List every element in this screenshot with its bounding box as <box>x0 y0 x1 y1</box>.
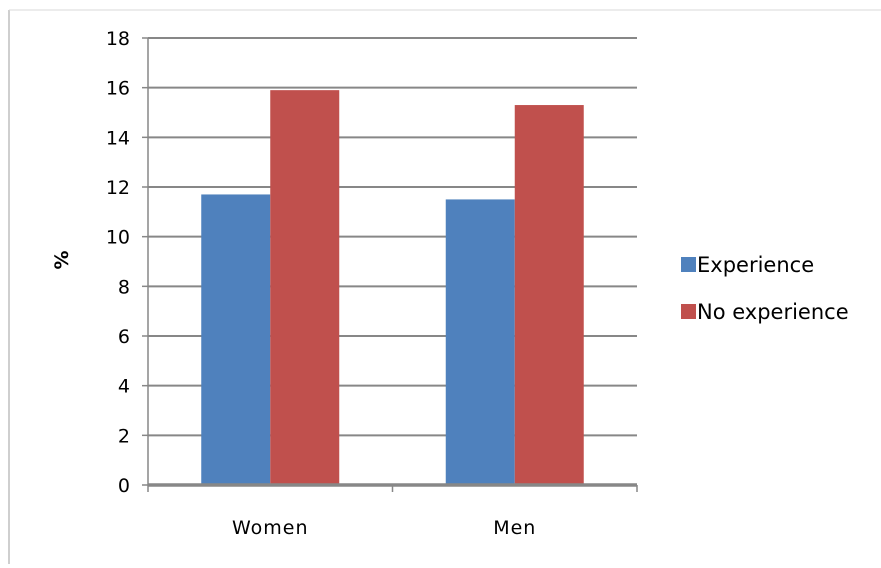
legend-swatch <box>681 257 696 272</box>
bar-experience-women <box>201 194 271 485</box>
y-axis-ticks: 0 2 4 6 8 10 12 14 16 18 <box>106 28 148 497</box>
legend-swatch <box>681 304 696 319</box>
y-tick-label: 0 <box>118 475 130 497</box>
x-tick-label: Women <box>232 517 309 539</box>
y-tick-label: 2 <box>118 425 130 447</box>
legend-label: No experience <box>697 300 849 324</box>
y-tick-label: 12 <box>106 177 130 199</box>
x-tick-label: Men <box>493 517 536 539</box>
y-axis-title: % <box>51 250 73 269</box>
y-tick-label: 8 <box>118 276 130 298</box>
legend-label: Experience <box>697 253 814 277</box>
y-tick-label: 4 <box>118 376 130 398</box>
bar-no-experience-men <box>514 105 584 486</box>
bar-experience-men <box>445 199 515 485</box>
y-tick-label: 18 <box>106 28 130 50</box>
axes <box>147 38 638 492</box>
bars <box>201 90 584 486</box>
y-tick-label: 14 <box>106 127 130 149</box>
y-tick-label: 16 <box>106 78 130 100</box>
x-axis-labels: Women Men <box>232 517 536 539</box>
y-tick-label: 6 <box>118 326 130 348</box>
legend: Experience No experience <box>681 253 849 324</box>
y-tick-label: 10 <box>106 227 130 249</box>
bar-no-experience-women <box>270 90 340 486</box>
